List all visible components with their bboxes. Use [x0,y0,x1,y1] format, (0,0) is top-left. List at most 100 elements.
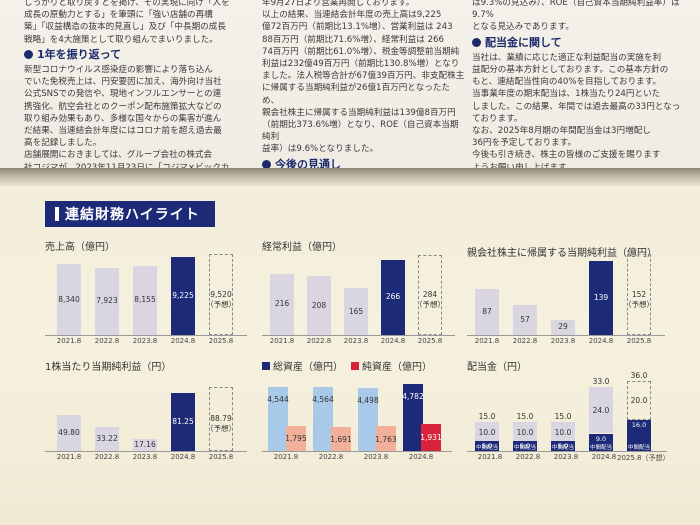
bullet-icon [24,50,33,60]
text-line: 店舗展開におきましては、グループ会社の株式会 [24,150,213,161]
bar-value-label: 8,155 [134,295,156,305]
text-line: 74百万円（前期比61.0%増）、税金等調整前当期純 [262,46,460,57]
text-line: でいた免税売上は、円安要因に加え、海外向け当社 [24,77,222,88]
x-axis [45,451,247,452]
text-line: ようお願い申し上げます。 [472,162,687,174]
x-tick-label: 2021.8 [477,453,503,461]
x-tick-label: 2023.8 [363,453,389,461]
interim-dividend-bar [627,419,651,451]
x-tick-label: 2021.8 [273,453,299,461]
upper-page: しっかりと取り戻すとを掲げ、その実現に向け「人を 成長の原動力とする」を筆頭に「強… [0,0,700,209]
total-assets-bar [268,387,288,451]
x-tick-label: 2024.8 [170,337,196,345]
x-tick-label: 2025.8 [417,337,443,345]
chart-bar [513,304,537,335]
x-tick-label: 2022.8 [512,337,538,345]
x-tick-label: 2025.8 [208,453,234,461]
bar-value-label: 4,498 [357,396,379,406]
text-line: なお、2025年8月期の年間配当金は3円増配し [472,126,651,137]
bar-value-label: 266 [385,292,401,302]
text-line: 以上の結果、当連結会計年度の売上高は9,225 [262,10,442,21]
interim-dividend-bar [589,433,613,451]
interim-label: 中間配当 [551,445,574,451]
chart-bar [171,256,195,335]
chart-bar [171,392,195,451]
total-label: 15.0 [516,411,534,421]
legend-label: 純資産（億円） [362,362,432,373]
bar-value-label: 216 [274,299,290,309]
bar-value-label: 1,795 [285,434,307,444]
section-heading-review: 1年を振り返って [24,48,249,61]
year-end-dividend-bar [627,381,651,420]
section-heading-outlook: 今後の見通し [262,158,467,171]
interim-dividend-bar [475,441,499,451]
text-line: だ結果、当連結会計年度にはコロナ前を超え過去最 [24,126,222,137]
interim-label: 中間配当 [475,445,498,451]
chart-title: 売上高（億円） [45,242,115,253]
total-label: 15.0 [554,411,572,421]
total-assets-bar [313,387,333,451]
total-assets-bar [358,388,378,451]
x-tick-label: 2021.8 [269,337,295,345]
lower-page: 連結財務ハイライト 売上高（億円） 8,340 2021.8 7,923 2022.8 8… [0,186,700,525]
x-tick-label: 2024.8 [591,453,617,461]
chart-bar [589,261,613,335]
x-tick-label: 2023.8 [132,337,158,345]
text-line: 戦略」を4大施策として取り組んでまいりました。 [24,34,218,45]
segment-label: 5.0 [481,442,493,451]
x-tick-label: 2022.8 [94,337,120,345]
x-tick-label: 2024.8 [170,453,196,461]
chart-bar [57,264,81,335]
bar-value-label: 1,931 [420,433,442,443]
text-line: 36円を予定しております。 [472,138,577,149]
interim-label: 中間配当 [513,445,536,451]
total-label: 33.0 [592,376,610,386]
forecast-note: （予想） [206,299,236,309]
x-axis [262,451,452,452]
chart-bar [95,427,119,451]
x-tick-label: 2025.8 [208,337,234,345]
chart-bar [133,265,157,335]
chart-bar [209,387,233,451]
segment-label: 5.0 [557,442,569,451]
segment-label: 10.0 [478,427,496,437]
bar-value-label: 4,564 [312,395,334,405]
total-label: 36.0 [630,371,648,380]
bar-value-label: 49.80 [58,428,80,438]
text-line: ております。 [472,113,523,124]
section-heading-dividend: 配当金に関して [472,36,687,49]
chart-bar [307,276,331,335]
bar-value-label: 9,225 [172,290,194,300]
forecast-note: （予想） [415,299,445,309]
text-line: しました。この結果、年間では過去最高の33円となっ [472,101,681,112]
chart-bar [381,259,405,335]
chart-title: 経常利益（億円） [262,242,342,253]
text-line: （前期比373.6%増）となり、ROE（自己資本当期純利 [262,120,459,143]
chart-title: 親会社株主に帰属する当期純利益（億円） [467,248,657,259]
x-tick-label: 2022.8 [306,337,332,345]
text-line: 新型コロナウイルス感染症の影響により落ち込ん [24,65,213,76]
bar-value-label: 1,763 [375,434,397,444]
chart-bar [270,273,294,335]
x-tick-label: 2021.8 [56,337,82,345]
year-end-dividend-bar [513,421,537,442]
page-fold [0,168,700,186]
x-axis [45,335,247,336]
chart-bar [551,319,575,335]
chart-title: 1株当たり当期純利益（円） [45,362,172,373]
text-line: は9.3%の見込み）、ROE（自己資本当期純利益率）は9.7% [472,0,680,21]
text-line: 当事業年度の期末配当は、1株当たり24円といた [472,89,661,100]
section-banner: 連結財務ハイライト [45,201,215,227]
x-tick-label: 2021.8 [474,337,500,345]
chart-bar [418,254,442,335]
bar-value-label: 284 [422,289,438,299]
bar-value-label: 4,782 [402,392,424,402]
bar-value-label: 1,691 [330,435,352,445]
text-line: 社コジマが、2023年11月23日に「コジマ×ビックカ [24,162,249,174]
chart-bar [209,254,233,335]
chart-title: 配当金（円） [467,362,527,373]
legend-label: 総資産（億円） [273,362,343,373]
total-assets-bar [403,384,423,451]
year-end-dividend-bar [551,421,575,442]
x-tick-label: 2022.8 [94,453,120,461]
